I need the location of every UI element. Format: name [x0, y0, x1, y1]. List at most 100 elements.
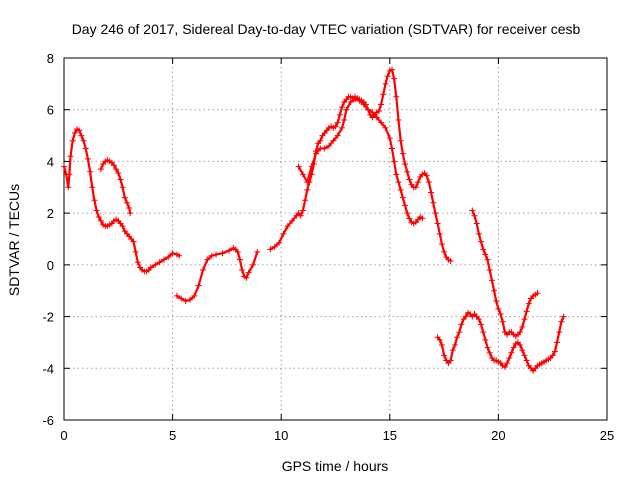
y-tick-label: 4: [47, 154, 54, 169]
data-point-marker: [395, 117, 402, 124]
data-point-marker: [130, 238, 137, 245]
data-point-marker: [254, 248, 261, 255]
data-point-marker: [76, 127, 83, 134]
data-point-marker: [486, 349, 493, 356]
data-point-marker: [213, 251, 220, 258]
data-point-marker: [341, 117, 348, 124]
data-point-marker: [397, 186, 404, 193]
data-point-marker: [428, 189, 435, 196]
data-point-marker: [299, 171, 306, 178]
data-point-marker: [330, 137, 337, 144]
data-point-marker: [360, 101, 367, 108]
data-point-marker: [249, 261, 256, 268]
series-line: [269, 68, 452, 263]
data-point-marker: [160, 256, 167, 263]
data-point-marker: [343, 106, 350, 113]
data-point-marker: [493, 298, 500, 305]
data-point-marker: [289, 217, 296, 224]
x-tick-label: 20: [491, 428, 505, 443]
series-line: [99, 159, 132, 215]
data-point-marker: [484, 256, 491, 263]
data-point-marker: [395, 179, 402, 186]
data-point-marker: [84, 155, 91, 162]
data-point-marker: [432, 210, 439, 217]
data-point-marker: [302, 197, 309, 204]
data-point-marker: [478, 321, 485, 328]
data-point-marker: [119, 223, 126, 230]
data-point-marker: [132, 248, 139, 255]
data-point-marker: [388, 66, 395, 73]
data-point-marker: [304, 179, 311, 186]
plot-frame: [63, 57, 608, 421]
data-point-marker: [378, 119, 385, 126]
data-point-marker: [454, 334, 461, 341]
data-point-marker: [373, 114, 380, 121]
data-point-marker: [119, 184, 126, 191]
x-tick-label: 0: [60, 428, 67, 443]
data-point-marker: [497, 310, 504, 317]
data-point-marker: [517, 329, 524, 336]
data-point-marker: [204, 256, 211, 263]
grid-lines: [64, 58, 607, 420]
data-point-marker: [391, 75, 398, 82]
data-point-marker: [69, 137, 76, 144]
series-line: [471, 209, 539, 338]
data-point-marker: [436, 230, 443, 237]
data-point-marker: [386, 135, 393, 142]
data-point-marker: [441, 248, 448, 255]
data-point-marker: [334, 132, 341, 139]
data-point-marker: [152, 261, 159, 268]
data-point-marker: [276, 239, 283, 246]
data-point-marker: [271, 243, 278, 250]
data-point-marker: [91, 197, 98, 204]
data-point-marker: [462, 313, 469, 320]
data-point-marker: [449, 347, 456, 354]
data-point-marker: [402, 202, 409, 209]
data-point-marker: [97, 217, 104, 224]
data-point-marker: [89, 184, 96, 191]
data-point-marker: [384, 73, 391, 80]
data-point-marker: [525, 300, 532, 307]
series-line: [62, 128, 181, 273]
data-point-marker: [397, 137, 404, 144]
data-point-marker: [173, 292, 180, 299]
data-point-marker: [334, 119, 341, 126]
data-point-marker: [71, 129, 78, 136]
data-point-marker: [126, 204, 133, 211]
data-point-marker: [165, 254, 172, 261]
data-point-marker: [447, 357, 454, 364]
data-point-marker: [425, 179, 432, 186]
data-point-marker: [549, 352, 556, 359]
x-axis-label: GPS time / hours: [282, 458, 389, 474]
data-point-marker: [65, 184, 72, 191]
data-point-marker: [399, 194, 406, 201]
data-point-marker: [186, 296, 193, 303]
data-point-marker: [378, 101, 385, 108]
data-point-marker: [499, 318, 506, 325]
data-point-marker: [67, 153, 74, 160]
data-point-marker: [234, 248, 241, 255]
y-tick-label: 2: [47, 206, 54, 221]
data-point-marker: [510, 344, 517, 351]
y-axis-ticks: -6 -4 -2 0 2 4 6 8: [42, 51, 607, 428]
data-point-marker: [297, 212, 304, 219]
data-point-marker: [312, 150, 319, 157]
data-point-marker: [169, 250, 176, 257]
data-point-marker: [317, 137, 324, 144]
data-point-marker: [382, 80, 389, 87]
data-point-marker: [299, 207, 306, 214]
data-point-marker: [402, 161, 409, 168]
data-point-marker: [523, 308, 530, 315]
data-point-marker: [495, 305, 502, 312]
data-point-marker: [430, 199, 437, 206]
data-point-marker: [406, 176, 413, 183]
x-tick-label: 5: [169, 428, 176, 443]
data-point-marker: [560, 313, 567, 320]
data-point-marker: [82, 145, 89, 152]
data-point-marker: [117, 176, 124, 183]
data-point-marker: [61, 163, 67, 170]
data-point-marker: [200, 267, 207, 274]
data-point-marker: [243, 274, 250, 281]
data-point-marker: [482, 336, 489, 343]
